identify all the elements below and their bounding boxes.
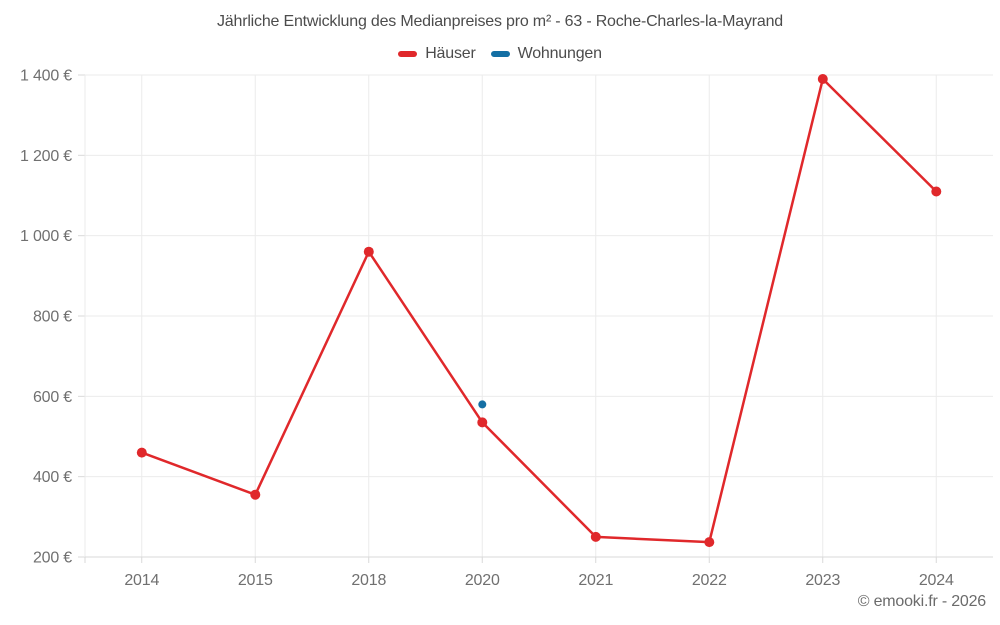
legend-swatch-haeuser-icon [398, 51, 418, 57]
legend-item-wohnungen[interactable]: Wohnungen [490, 45, 602, 63]
x-axis-label: 2023 [805, 572, 840, 589]
chart-legend: Häuser Wohnungen [0, 45, 1000, 63]
x-axis-label: 2024 [919, 572, 954, 589]
y-axis-label: 400 € [33, 469, 72, 486]
legend-label-haeuser: Häuser [425, 45, 476, 62]
legend-item-haeuser[interactable]: Häuser [398, 45, 476, 63]
series-line-haeuser [140, 77, 938, 544]
data-point-haeuser[interactable] [817, 74, 828, 84]
y-axis-label: 200 € [33, 550, 72, 567]
y-axis-label: 1 400 € [20, 68, 72, 85]
data-point-haeuser[interactable] [363, 246, 374, 257]
y-axis-label: 600 € [33, 389, 72, 406]
chart-title: Jährliche Entwicklung des Medianpreises … [217, 13, 783, 30]
x-axis-label: 2018 [351, 572, 386, 589]
y-axis-label: 800 € [33, 309, 72, 326]
x-axis-label: 2021 [578, 572, 613, 589]
data-point-wohnungen[interactable] [478, 400, 487, 409]
x-axis-label: 2020 [465, 572, 500, 589]
data-point-haeuser[interactable] [477, 417, 488, 428]
y-axis-label: 1 000 € [20, 228, 72, 245]
x-axis-label: 2022 [692, 572, 727, 589]
y-axis-label: 1 200 € [20, 148, 72, 165]
data-point-haeuser[interactable] [250, 489, 261, 500]
data-point-haeuser[interactable] [704, 537, 715, 548]
data-point-haeuser[interactable] [931, 186, 942, 197]
attribution: © emooki.fr - 2026 [857, 593, 986, 610]
x-axis-label: 2015 [238, 572, 273, 589]
legend-label-wohnungen: Wohnungen [517, 45, 602, 62]
legend-swatch-wohnungen-icon [490, 51, 510, 57]
data-point-haeuser[interactable] [136, 447, 147, 458]
x-axis-label: 2014 [124, 572, 159, 589]
data-point-haeuser[interactable] [590, 531, 601, 542]
